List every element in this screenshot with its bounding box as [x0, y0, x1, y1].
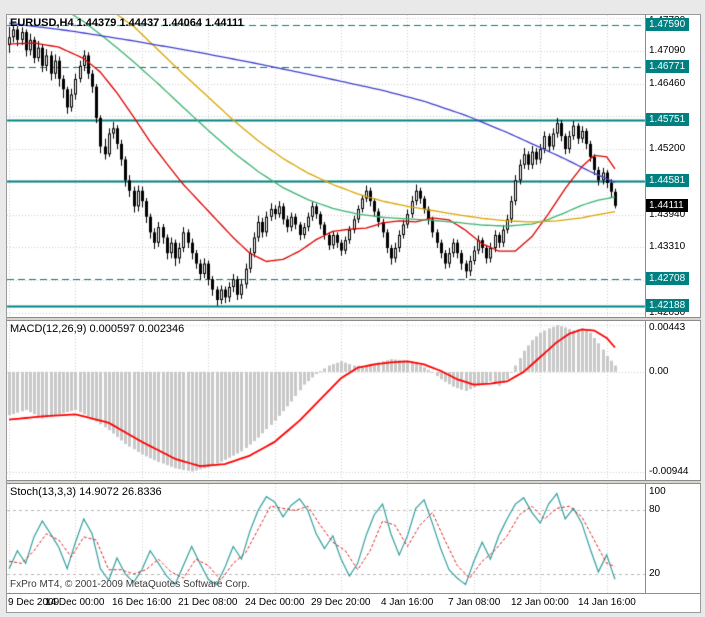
symbol-ohlc-title: EURUSD,H4 1.44379 1.44437 1.44064 1.4411…	[10, 17, 244, 29]
price-axis-border	[645, 14, 646, 594]
macd-indicator-label: MACD(12,26,9) 0.000597 0.002346	[10, 323, 185, 335]
stoch-indicator-label: Stoch(13,3,3) 14.9072 26.8336	[10, 486, 162, 498]
time-axis[interactable]	[7, 594, 645, 614]
time-axis-border	[7, 593, 701, 594]
macd-panel-splitter[interactable]	[7, 317, 701, 321]
stoch-panel-splitter[interactable]	[7, 480, 701, 484]
copyright-text: FxPro MT4, © 2001-2009 MetaQuotes Softwa…	[10, 579, 250, 590]
price-axis[interactable]	[646, 14, 702, 594]
